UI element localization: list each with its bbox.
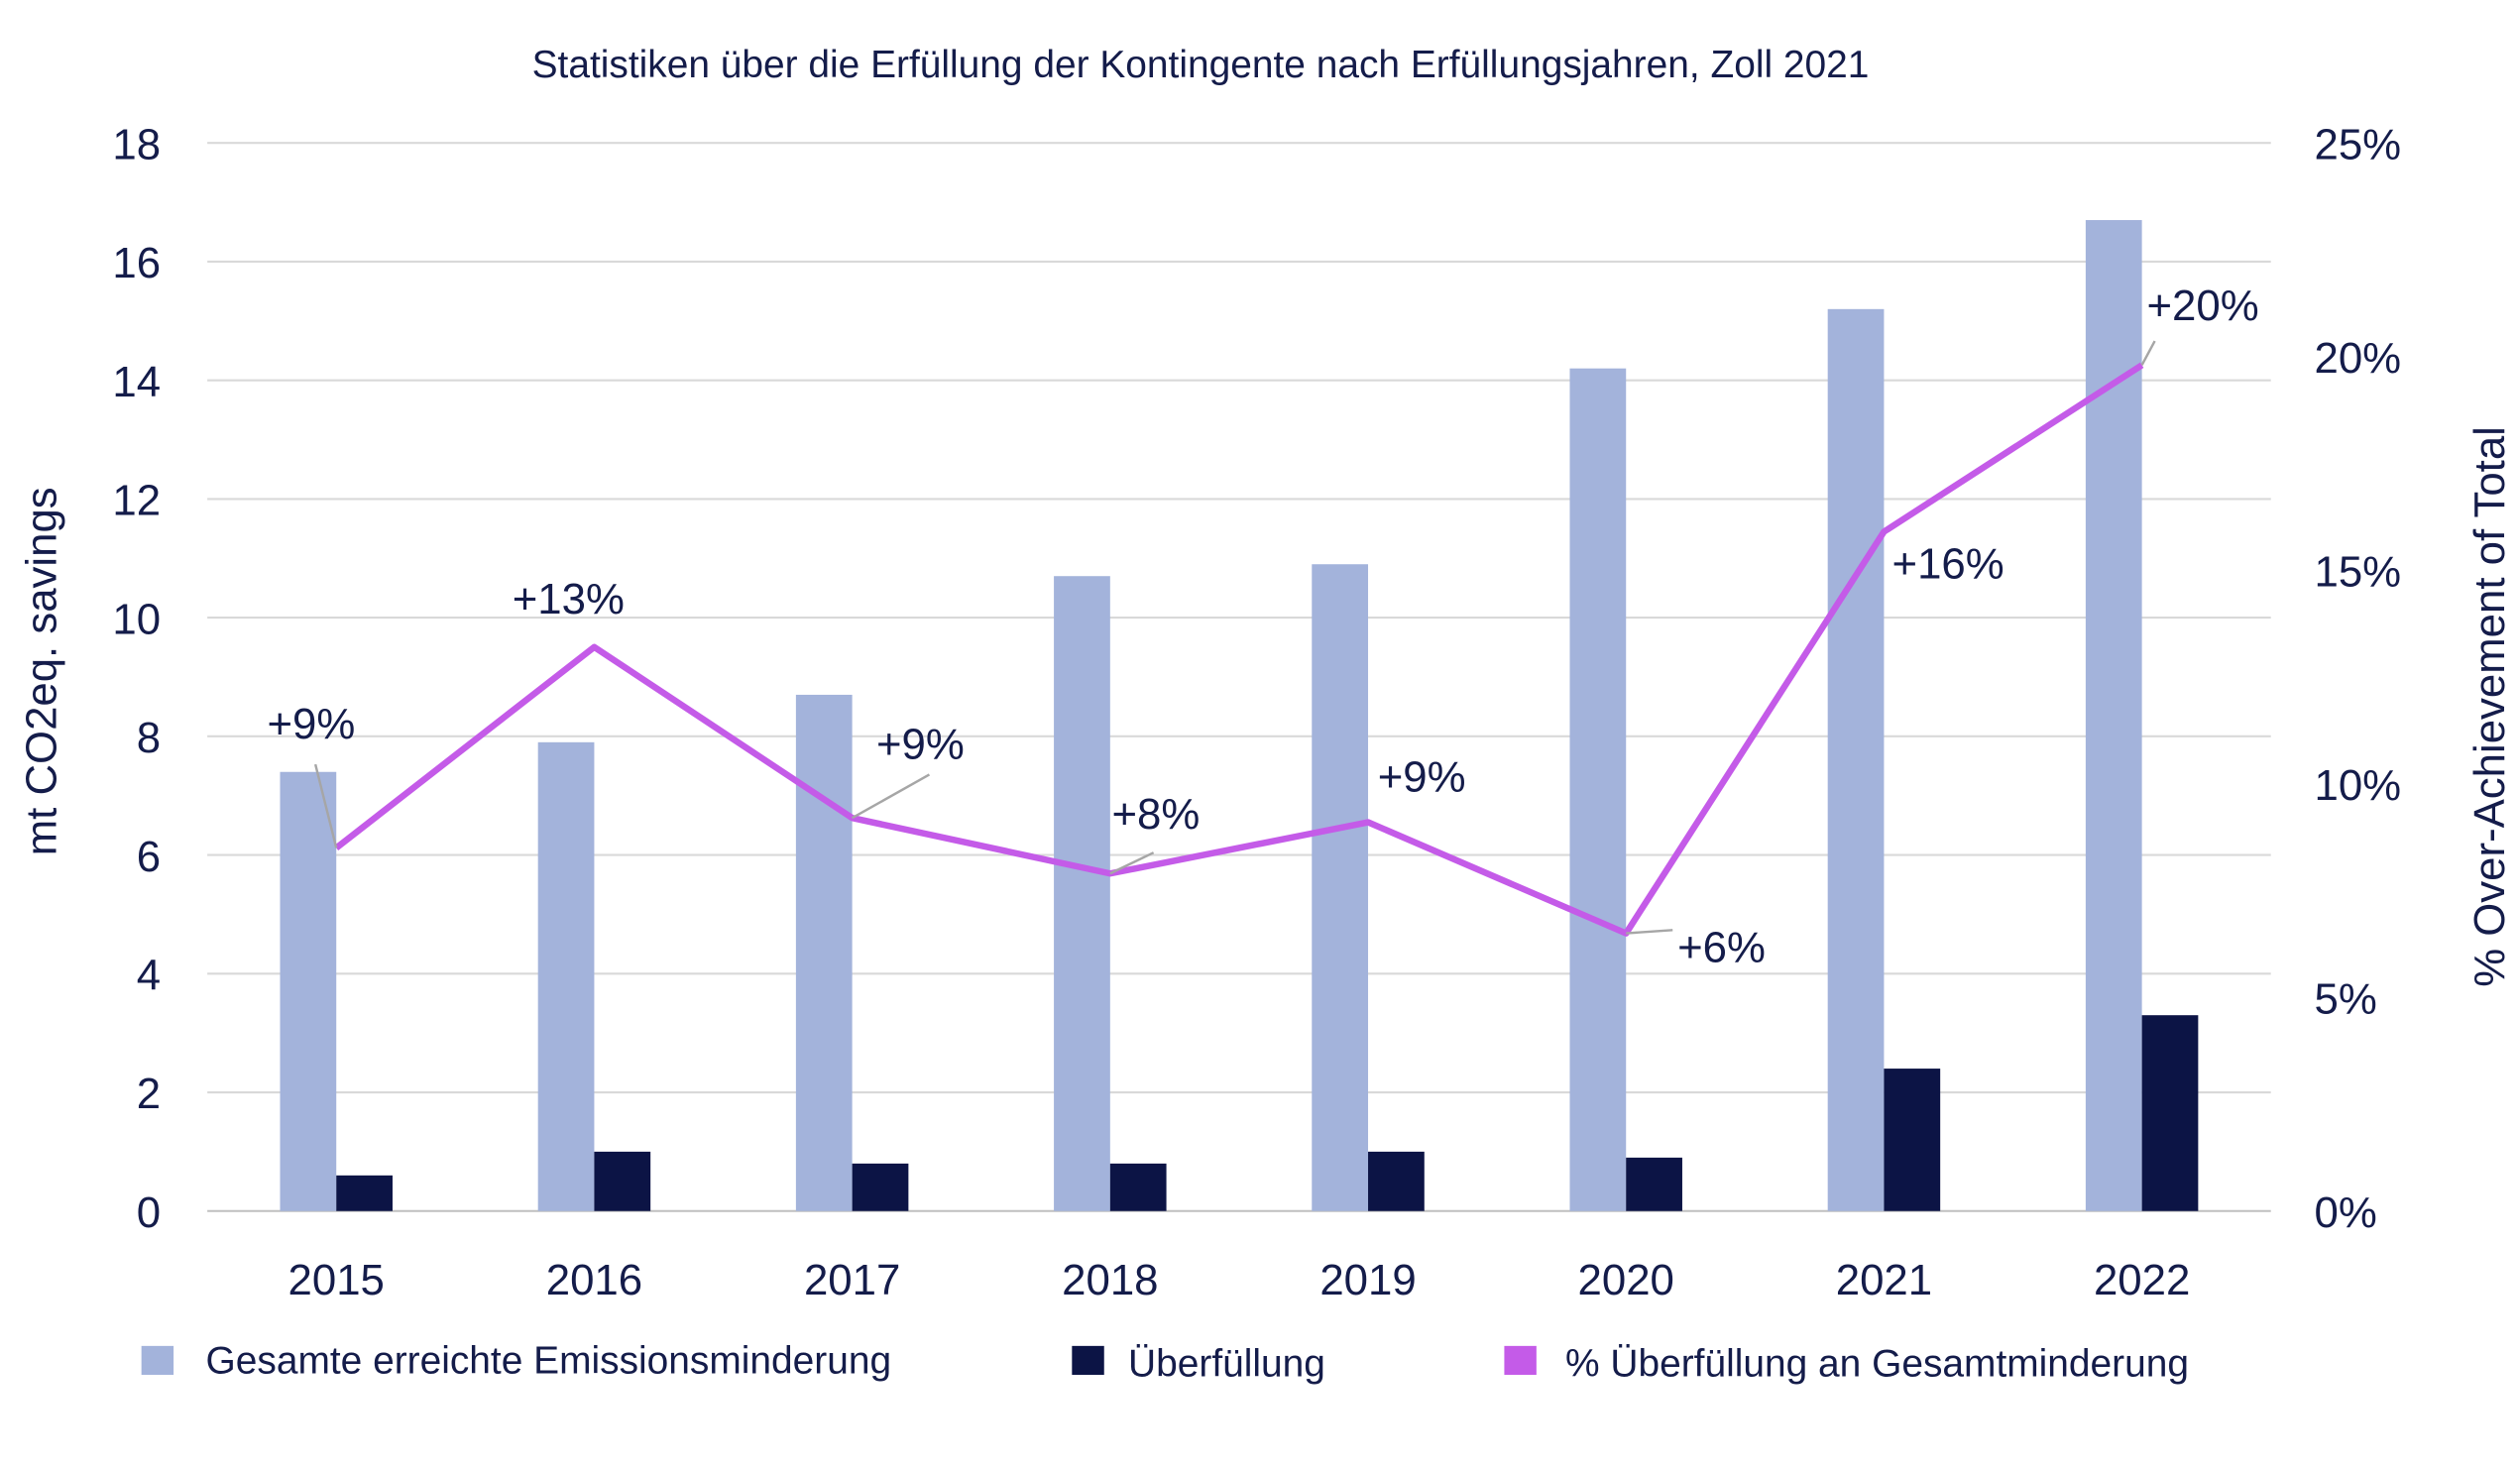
y-tick-label: 4 [137,952,161,1000]
y-right-tick-label: 25% [2314,120,2401,169]
legend-swatch-over [1072,1345,1104,1376]
data-labels: +9% +13% +9% +8% +9% +6% +16% +20% [268,282,2259,972]
x-tick-label: 2015 [288,1256,385,1304]
x-axis: 2015 2016 2017 2018 2019 2020 2021 2022 [288,1256,2191,1304]
legend-label-total: Gesamte erreichte Emissionsminderung [206,1339,892,1382]
y-right-tick-label: 0% [2314,1188,2376,1237]
bar-overfulfilment [1884,1069,1941,1211]
x-tick-label: 2020 [1578,1256,1674,1304]
bar-overfulfilment [336,1175,393,1211]
data-label: +16% [1892,539,2005,588]
x-tick-label: 2019 [1319,1256,1416,1304]
x-tick-label: 2021 [1836,1256,1932,1304]
bar-total [1569,368,1627,1211]
bar-total [280,771,337,1211]
bar-overfulfilment [594,1151,651,1211]
line-pct [334,362,2144,937]
y-tick-label: 0 [137,1188,161,1237]
legend-label-over: Überfüllung [1128,1343,1325,1386]
y-tick-label: 6 [137,833,161,881]
y-axis-label-left: mt CO2eq. savings [18,487,66,855]
y-tick-label: 8 [137,714,161,762]
gridlines [207,142,2271,1212]
bars [280,220,2199,1211]
y-axis-left: 0 2 4 6 8 10 12 14 16 18 [112,120,161,1237]
y-tick-label: 12 [112,477,161,525]
y-tick-label: 2 [137,1070,161,1118]
y-right-tick-label: 15% [2314,547,2401,596]
bar-overfulfilment [1626,1157,1682,1211]
y-right-tick-label: 5% [2314,974,2376,1023]
data-label: +20% [2146,282,2258,330]
y-right-tick-label: 10% [2314,761,2401,810]
bar-total [1827,308,1885,1211]
data-label: +9% [1378,753,1466,802]
legend-label-pct: % Überfüllung an Gesamtminderung [1565,1343,2189,1386]
leader-line [2140,340,2156,366]
data-label: +8% [1111,790,1200,839]
leader-line [1626,929,1673,935]
data-label: +6% [1677,924,1766,972]
bar-overfulfilment [852,1163,909,1211]
x-tick-label: 2016 [546,1256,642,1304]
y-tick-label: 18 [112,120,161,169]
data-label: +9% [268,700,356,748]
x-tick-label: 2017 [804,1256,900,1304]
y-tick-label: 14 [112,358,161,406]
leader-line [313,763,338,848]
y-tick-label: 10 [112,595,161,643]
legend-swatch-total [141,1345,174,1376]
bar-total [1312,564,1369,1211]
bar-overfulfilment [1109,1163,1167,1211]
y-axis-right: 0% 5% 10% 15% 20% 25% [2314,120,2401,1237]
x-tick-label: 2022 [2094,1256,2190,1304]
leader-line [852,773,931,820]
bar-total [537,741,595,1211]
bar-total [1054,576,1110,1211]
chart-title: Statistiken über die Erfüllung der Konti… [532,44,1870,86]
x-tick-label: 2018 [1062,1256,1158,1304]
leader-line [1109,851,1155,875]
legend-swatch-pct [1504,1345,1537,1376]
bar-overfulfilment [1368,1151,1425,1211]
legend: Gesamte erreichte Emissionsminderung Übe… [141,1339,2189,1386]
y-right-tick-label: 20% [2314,334,2401,383]
data-label: +9% [876,720,965,768]
bar-total [795,694,853,1211]
data-label: +13% [513,575,625,623]
bar-overfulfilment [2141,1015,2199,1211]
y-tick-label: 16 [112,239,161,287]
y-axis-label-right: % Over-Achievement of Total [2465,426,2514,987]
